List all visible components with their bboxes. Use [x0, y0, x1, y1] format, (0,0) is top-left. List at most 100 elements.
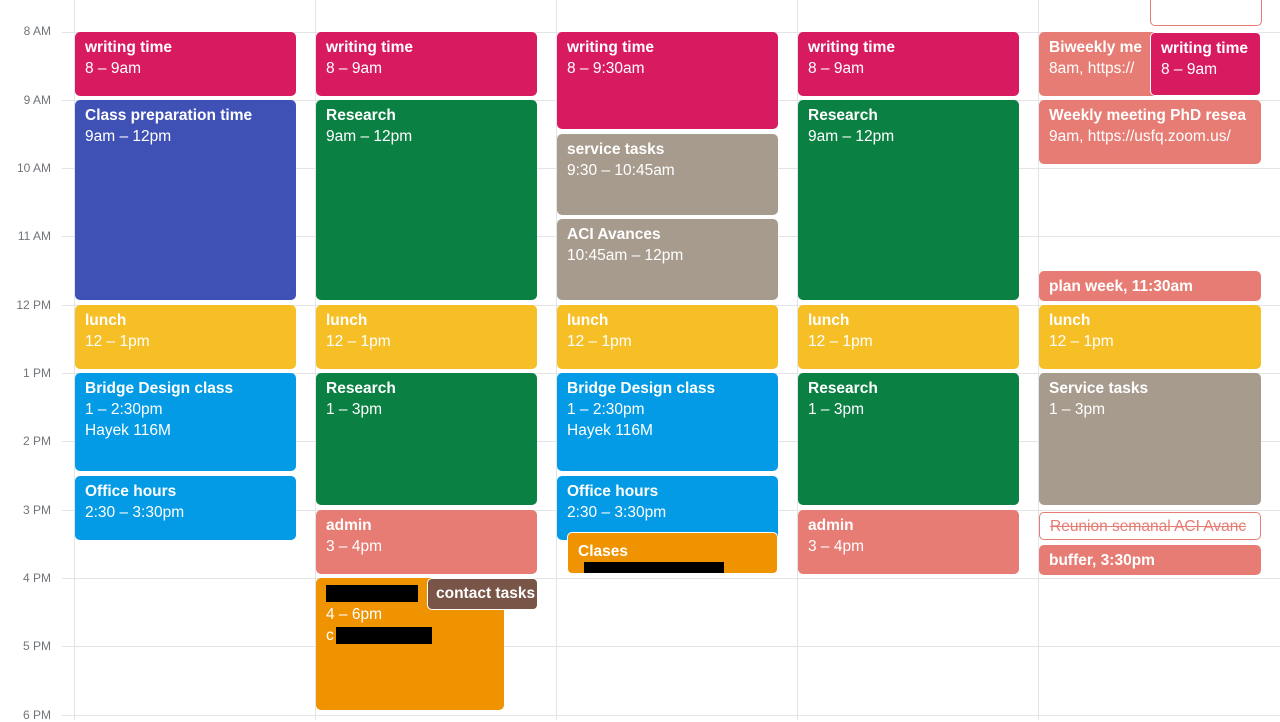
- event-admin[interactable]: admin 3 – 4pm: [798, 510, 1019, 574]
- time-label: 9 AM: [23, 93, 51, 107]
- day-divider: [74, 0, 75, 720]
- event-title: admin: [808, 517, 854, 534]
- event-time: 8am, https://: [1049, 60, 1135, 77]
- event-title: plan week, 11:30am: [1049, 278, 1193, 295]
- event-time: 4 – 6pm: [326, 606, 383, 623]
- event-partial-top[interactable]: [1150, 0, 1262, 26]
- event-time: 1 – 3pm: [808, 401, 865, 418]
- event-title: Research: [808, 380, 878, 397]
- event-title: Bridge Design class: [85, 380, 234, 397]
- hour-gridline: [62, 646, 1280, 647]
- event-research[interactable]: Research 9am – 12pm: [316, 100, 537, 300]
- day-divider: [1038, 0, 1039, 720]
- event-title: ACI Avances: [567, 226, 661, 243]
- event-time: 2:30 – 3:30pm: [567, 504, 667, 521]
- event-service-tasks[interactable]: service tasks 9:30 – 10:45am: [557, 134, 778, 215]
- event-plan-week[interactable]: plan week, 11:30am: [1039, 271, 1261, 301]
- event-title: contact tasks: [436, 585, 536, 602]
- event-time: 9am, https://usfq.zoom.us/: [1049, 128, 1231, 145]
- event-title: writing time: [1161, 40, 1248, 57]
- event-title: Research: [326, 107, 396, 124]
- event-title: buffer, 3:30pm: [1049, 552, 1155, 569]
- event-writing-time[interactable]: writing time 8 – 9am: [316, 32, 537, 96]
- event-lunch[interactable]: lunch 12 – 1pm: [1039, 305, 1261, 369]
- event-title: lunch: [85, 312, 127, 329]
- time-label: 11 AM: [17, 229, 51, 243]
- event-title: lunch: [567, 312, 609, 329]
- event-title: Reunion semanal ACI Avanc: [1050, 518, 1247, 535]
- event-title: lunch: [808, 312, 850, 329]
- event-time: 1 – 3pm: [326, 401, 383, 418]
- event-title: writing time: [808, 39, 895, 56]
- event-lunch[interactable]: lunch 12 – 1pm: [798, 305, 1019, 369]
- event-service-tasks[interactable]: Service tasks 1 – 3pm: [1039, 373, 1261, 505]
- event-title: Biweekly me: [1049, 39, 1143, 56]
- event-time: 8 – 9am: [1161, 61, 1218, 78]
- time-label: 10 AM: [16, 161, 51, 175]
- time-label: 3 PM: [22, 503, 51, 517]
- event-admin[interactable]: admin 3 – 4pm: [316, 510, 537, 574]
- event-title: Weekly meeting PhD resea: [1049, 107, 1246, 124]
- event-reunion-semanal-declined[interactable]: Reunion semanal ACI Avanc: [1039, 512, 1261, 540]
- event-time: 8 – 9:30am: [567, 60, 645, 77]
- event-research[interactable]: Research 1 – 3pm: [798, 373, 1019, 505]
- event-title: lunch: [1049, 312, 1091, 329]
- event-time: 9am – 12pm: [326, 128, 413, 145]
- event-lunch[interactable]: lunch 12 – 1pm: [557, 305, 778, 369]
- event-title: admin: [326, 517, 372, 534]
- event-time: 12 – 1pm: [326, 333, 391, 350]
- event-title: Research: [326, 380, 396, 397]
- day-divider: [556, 0, 557, 720]
- event-title: Office hours: [567, 483, 659, 500]
- event-contact-tasks[interactable]: contact tasks: [427, 578, 538, 610]
- event-clases[interactable]: Clases: [567, 532, 778, 574]
- time-label: 6 PM: [22, 708, 51, 722]
- event-title: Bridge Design class: [567, 380, 716, 397]
- event-bridge-design-class[interactable]: Bridge Design class 1 – 2:30pm Hayek 116…: [557, 373, 778, 471]
- event-aci-avances[interactable]: ACI Avances 10:45am – 12pm: [557, 219, 778, 300]
- event-time: 1 – 2:30pm: [567, 401, 645, 418]
- event-description-text: c: [326, 627, 334, 644]
- event-time: 8 – 9am: [808, 60, 865, 77]
- event-title: Service tasks: [1049, 380, 1149, 397]
- event-buffer[interactable]: buffer, 3:30pm: [1039, 545, 1261, 575]
- time-label: 8 AM: [23, 24, 51, 38]
- event-time: 10:45am – 12pm: [567, 247, 684, 264]
- event-office-hours[interactable]: Office hours 2:30 – 3:30pm: [557, 476, 778, 540]
- event-writing-time[interactable]: writing time 8 – 9am: [75, 32, 296, 96]
- event-lunch[interactable]: lunch 12 – 1pm: [75, 305, 296, 369]
- event-writing-time[interactable]: writing time 8 – 9am: [798, 32, 1019, 96]
- event-time: 3 – 4pm: [326, 538, 383, 555]
- event-time: 1 – 3pm: [1049, 401, 1106, 418]
- event-title: writing time: [85, 39, 172, 56]
- event-title: Research: [808, 107, 878, 124]
- event-research[interactable]: Research 9am – 12pm: [798, 100, 1019, 300]
- event-title: writing time: [567, 39, 654, 56]
- hour-gridline: [62, 578, 1280, 579]
- event-bridge-design-class[interactable]: Bridge Design class 1 – 2:30pm Hayek 116…: [75, 373, 296, 471]
- event-time: 12 – 1pm: [85, 333, 150, 350]
- event-office-hours[interactable]: Office hours 2:30 – 3:30pm: [75, 476, 296, 540]
- event-weekly-meeting-phd[interactable]: Weekly meeting PhD resea 9am, https://us…: [1039, 100, 1261, 164]
- event-time: 9:30 – 10:45am: [567, 162, 675, 179]
- event-class-preparation[interactable]: Class preparation time 9am – 12pm: [75, 100, 296, 300]
- time-label: 1 PM: [22, 366, 51, 380]
- event-time: 12 – 1pm: [808, 333, 873, 350]
- event-writing-time[interactable]: writing time 8 – 9am: [1150, 32, 1261, 96]
- event-lunch[interactable]: lunch 12 – 1pm: [316, 305, 537, 369]
- event-title: lunch: [326, 312, 368, 329]
- event-location: Hayek 116M: [567, 422, 653, 439]
- event-writing-time[interactable]: writing time 8 – 9:30am: [557, 32, 778, 129]
- event-time: 8 – 9am: [85, 60, 142, 77]
- time-label: 4 PM: [22, 571, 51, 585]
- time-gutter: 8 AM 9 AM 10 AM 11 AM 12 PM 1 PM 2 PM 3 …: [0, 0, 75, 722]
- time-label: 12 PM: [16, 298, 51, 312]
- event-description: c: [326, 625, 494, 646]
- event-research[interactable]: Research 1 – 3pm: [316, 373, 537, 505]
- event-time: 12 – 1pm: [567, 333, 632, 350]
- redaction-bar: [335, 627, 432, 645]
- event-biweekly-meeting[interactable]: Biweekly me 8am, https://: [1039, 32, 1159, 96]
- event-time: 2:30 – 3:30pm: [85, 504, 185, 521]
- event-title: service tasks: [567, 141, 665, 158]
- redaction-bar: [584, 562, 724, 573]
